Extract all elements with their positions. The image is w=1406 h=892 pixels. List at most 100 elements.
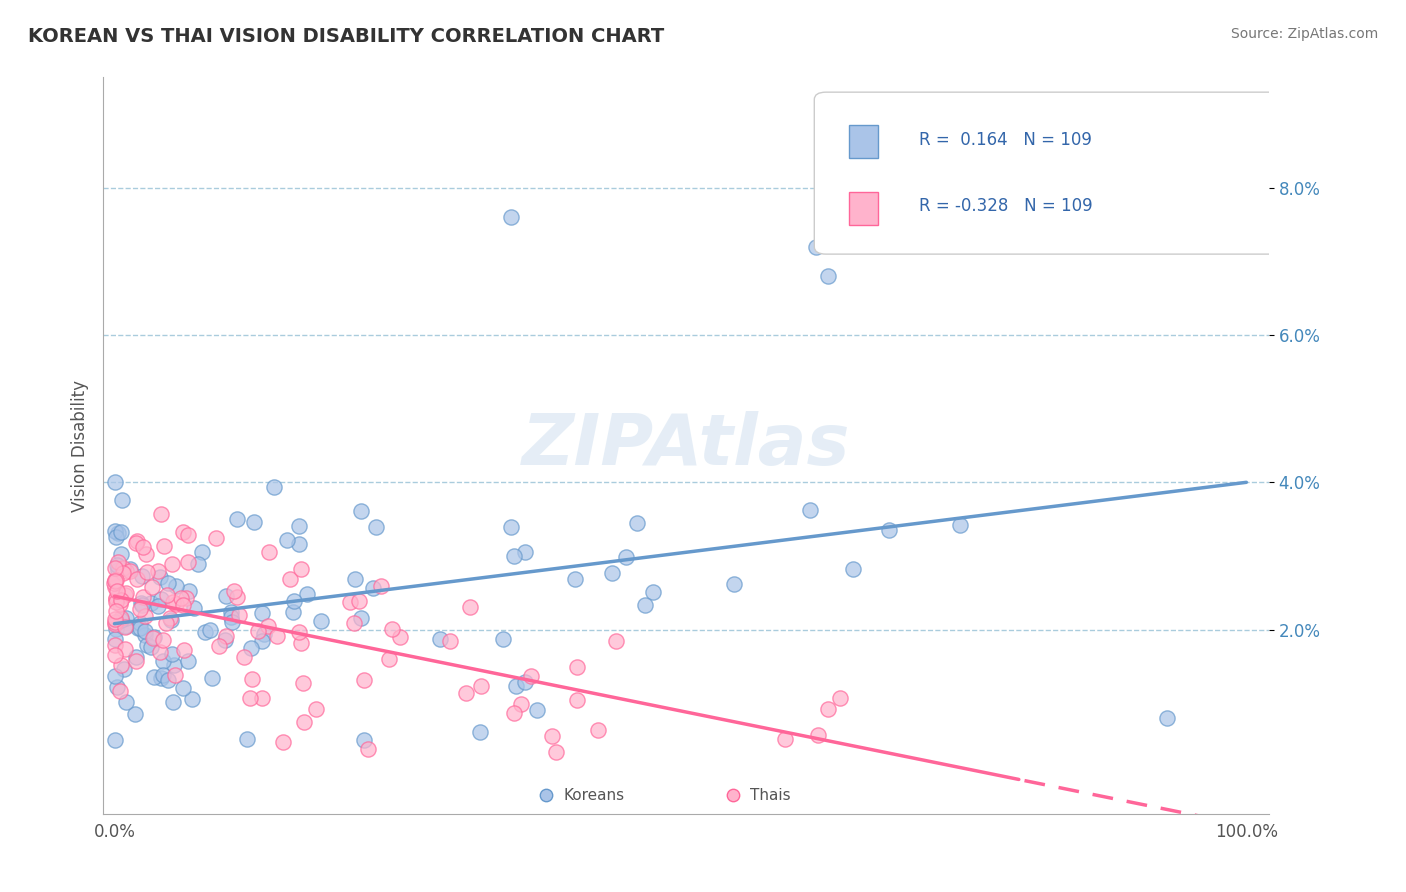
Koreans — [239, 640, 262, 655]
Thais — [105, 591, 128, 606]
Thais — [103, 638, 125, 652]
Koreans — [221, 615, 243, 630]
Thais — [510, 697, 533, 711]
Koreans — [187, 558, 209, 572]
Thais — [162, 557, 184, 571]
Koreans — [470, 725, 492, 739]
Koreans — [143, 670, 166, 684]
Koreans — [799, 502, 821, 516]
Koreans — [350, 504, 373, 518]
Koreans — [219, 610, 242, 624]
Thais — [266, 629, 288, 643]
Koreans — [429, 632, 451, 647]
Thais — [163, 668, 186, 682]
Thais — [173, 643, 195, 657]
Thais — [222, 583, 245, 598]
Koreans — [198, 623, 221, 637]
Thais — [520, 668, 543, 682]
Thais — [292, 676, 315, 690]
Thais — [503, 706, 526, 720]
Koreans — [163, 658, 186, 673]
Koreans — [131, 596, 153, 610]
Text: KOREAN VS THAI VISION DISABILITY CORRELATION CHART: KOREAN VS THAI VISION DISABILITY CORRELA… — [28, 27, 665, 45]
Thais — [127, 534, 149, 549]
Koreans — [501, 520, 523, 534]
Thais — [125, 654, 148, 668]
Thais — [208, 639, 231, 653]
Koreans — [723, 577, 745, 591]
Koreans — [157, 576, 180, 591]
Thais — [172, 598, 194, 612]
Thais — [288, 625, 311, 640]
Thais — [136, 565, 159, 579]
Koreans — [115, 695, 138, 709]
Koreans — [103, 475, 125, 490]
Koreans — [879, 523, 901, 537]
Thais — [103, 575, 125, 590]
Koreans — [142, 630, 165, 644]
Koreans — [114, 611, 136, 625]
Thais — [339, 594, 361, 608]
Thais — [205, 531, 228, 545]
Thais — [544, 745, 567, 759]
Koreans — [160, 647, 183, 661]
Thais — [149, 507, 172, 521]
Koreans — [250, 633, 273, 648]
Koreans — [156, 673, 179, 687]
Koreans — [120, 561, 142, 575]
Koreans — [194, 624, 217, 639]
Thais — [250, 690, 273, 705]
Koreans — [146, 599, 169, 614]
Koreans — [152, 668, 174, 682]
Thais — [170, 591, 193, 605]
Thais — [353, 673, 375, 688]
Koreans — [128, 616, 150, 631]
Koreans — [236, 731, 259, 746]
Koreans — [513, 674, 536, 689]
Thais — [104, 615, 127, 629]
Koreans — [114, 618, 136, 632]
Thais — [114, 619, 136, 633]
Koreans — [135, 638, 157, 652]
Thais — [290, 561, 312, 575]
Koreans — [160, 613, 183, 627]
Koreans — [214, 633, 236, 648]
Thais — [470, 679, 492, 693]
Koreans — [263, 479, 285, 493]
Koreans — [252, 627, 274, 641]
Thais — [343, 615, 366, 630]
Text: R =  0.164   N = 109: R = 0.164 N = 109 — [920, 131, 1092, 149]
Koreans — [105, 680, 128, 694]
Text: R = -0.328   N = 109: R = -0.328 N = 109 — [920, 197, 1092, 215]
Text: Source: ZipAtlas.com: Source: ZipAtlas.com — [1230, 27, 1378, 41]
Koreans — [309, 614, 332, 628]
Thais — [174, 591, 197, 605]
Thais — [104, 580, 127, 594]
Koreans — [215, 590, 238, 604]
Koreans — [634, 598, 657, 612]
Koreans — [149, 592, 172, 607]
Thais — [290, 636, 312, 650]
Point — [533, 586, 555, 600]
Thais — [165, 597, 187, 611]
Koreans — [172, 681, 194, 695]
Thais — [104, 612, 127, 626]
Thais — [152, 632, 174, 647]
Koreans — [499, 211, 522, 225]
Thais — [388, 630, 411, 644]
Koreans — [288, 537, 311, 551]
FancyBboxPatch shape — [849, 192, 879, 225]
Thais — [135, 547, 157, 561]
Koreans — [139, 640, 162, 654]
Koreans — [105, 623, 128, 637]
Thais — [817, 702, 839, 716]
Koreans — [125, 649, 148, 664]
Thais — [177, 528, 200, 542]
Koreans — [350, 611, 373, 625]
Thais — [460, 600, 482, 615]
Koreans — [131, 599, 153, 613]
Thais — [828, 690, 851, 705]
Koreans — [110, 547, 132, 561]
Thais — [111, 561, 134, 575]
Thais — [105, 591, 128, 605]
